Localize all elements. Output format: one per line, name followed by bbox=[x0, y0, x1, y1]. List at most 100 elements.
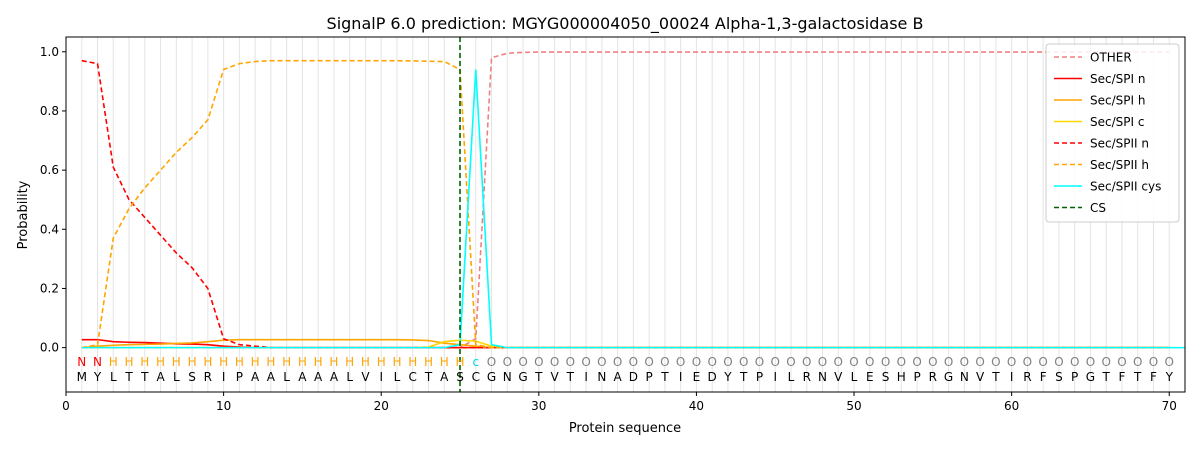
region-label: H bbox=[219, 355, 228, 369]
x-axis-label: Protein sequence bbox=[569, 421, 681, 436]
residue-label: V bbox=[550, 370, 559, 384]
y-tick-label: 0.6 bbox=[40, 163, 59, 177]
residue-label: P bbox=[913, 370, 920, 384]
region-label: O bbox=[707, 355, 716, 369]
residue-label: T bbox=[739, 370, 748, 384]
region-label: O bbox=[629, 355, 638, 369]
residue-label: A bbox=[330, 370, 339, 384]
residue-label: A bbox=[440, 370, 449, 384]
region-label: O bbox=[834, 355, 843, 369]
region-label: O bbox=[944, 355, 953, 369]
residue-label: R bbox=[1023, 370, 1031, 384]
region-label: O bbox=[597, 355, 606, 369]
residue-label: H bbox=[897, 370, 906, 384]
region-label: O bbox=[723, 355, 732, 369]
residue-label: P bbox=[236, 370, 243, 384]
residue-label: S bbox=[1055, 370, 1063, 384]
residue-label: T bbox=[424, 370, 433, 384]
residue-label: A bbox=[614, 370, 623, 384]
region-label: O bbox=[1086, 355, 1095, 369]
region-label: N bbox=[77, 355, 86, 369]
region-label: O bbox=[487, 355, 496, 369]
region-label: H bbox=[440, 355, 449, 369]
x-tick-label: 50 bbox=[846, 399, 861, 413]
region-label: H bbox=[109, 355, 118, 369]
region-label: O bbox=[503, 355, 512, 369]
x-axis-ticks: 0 10 20 30 40 50 60 70 bbox=[62, 392, 1177, 413]
y-axis-label: Probability bbox=[16, 180, 31, 249]
y-tick-label: 0.4 bbox=[40, 222, 59, 236]
residue-label: P bbox=[1071, 370, 1078, 384]
region-label: H bbox=[282, 355, 291, 369]
region-label: H bbox=[424, 355, 433, 369]
region-label: O bbox=[613, 355, 622, 369]
y-tick-label: 1.0 bbox=[40, 45, 59, 59]
x-tick-label: 20 bbox=[374, 399, 389, 413]
residue-label: Y bbox=[1165, 370, 1174, 384]
residue-label: N bbox=[597, 370, 606, 384]
y-tick-label: 0.8 bbox=[40, 104, 59, 118]
residue-label: N bbox=[960, 370, 969, 384]
residue-label: L bbox=[394, 370, 401, 384]
residue-label: L bbox=[346, 370, 353, 384]
region-label: O bbox=[991, 355, 1000, 369]
region-label: O bbox=[660, 355, 669, 369]
residue-label: G bbox=[1086, 370, 1095, 384]
legend: OTHER Sec/SPI n Sec/SPI h Sec/SPI c Sec/SPII… bbox=[1045, 43, 1180, 223]
region-label: H bbox=[377, 355, 386, 369]
region-label: O bbox=[534, 355, 543, 369]
x-tick-label: 40 bbox=[689, 399, 704, 413]
residue-label: D bbox=[629, 370, 638, 384]
region-label: O bbox=[1117, 355, 1126, 369]
region-label: O bbox=[975, 355, 984, 369]
region-label: H bbox=[172, 355, 181, 369]
legend-entry: Sec/SPII cys bbox=[1090, 180, 1161, 194]
residue-label: L bbox=[173, 370, 180, 384]
x-tick-label: 60 bbox=[1004, 399, 1019, 413]
plot-frame bbox=[65, 36, 1186, 393]
residue-label: L bbox=[788, 370, 795, 384]
region-label: H bbox=[125, 355, 134, 369]
residue-label: V bbox=[834, 370, 843, 384]
region-label: O bbox=[881, 355, 890, 369]
residue-label: V bbox=[976, 370, 985, 384]
residue-label: S bbox=[456, 370, 464, 384]
y-tick-label: 0.2 bbox=[40, 281, 59, 295]
residue-label: M bbox=[77, 370, 87, 384]
residue-label: T bbox=[534, 370, 543, 384]
series-line-sec-spii-n bbox=[81, 59, 1170, 349]
region-label: O bbox=[1165, 355, 1174, 369]
residue-label: T bbox=[660, 370, 669, 384]
region-label: O bbox=[928, 355, 937, 369]
region-label: O bbox=[770, 355, 779, 369]
region-label: H bbox=[345, 355, 354, 369]
region-label: c bbox=[472, 355, 479, 369]
residue-label: C bbox=[409, 370, 417, 384]
region-label: H bbox=[455, 355, 464, 369]
residue-label: R bbox=[204, 370, 212, 384]
y-axis-ticks: 0.0 0.2 0.4 0.6 0.8 1.0 bbox=[40, 45, 66, 355]
region-label: H bbox=[329, 355, 338, 369]
residue-label: S bbox=[882, 370, 890, 384]
legend-entry: CS bbox=[1090, 201, 1106, 215]
region-label: O bbox=[786, 355, 795, 369]
residue-label: T bbox=[566, 370, 575, 384]
residue-label: A bbox=[314, 370, 323, 384]
series-line-sec-spi-n bbox=[81, 338, 1170, 349]
series-layer bbox=[81, 51, 1185, 349]
region-label: O bbox=[818, 355, 827, 369]
residue-label: V bbox=[361, 370, 370, 384]
region-label: O bbox=[692, 355, 701, 369]
region-label: O bbox=[802, 355, 811, 369]
residue-label: I bbox=[379, 370, 383, 384]
residue-label: A bbox=[298, 370, 307, 384]
residue-label: C bbox=[472, 370, 480, 384]
region-label: H bbox=[251, 355, 260, 369]
sequence-layer: NMNYHLHTHTHAHLHSHRHIHPHAHAHLHAHAHAHLHVHI… bbox=[77, 355, 1174, 384]
series-line-sec-spi-h bbox=[81, 338, 1170, 349]
legend-entry: Sec/SPI c bbox=[1090, 115, 1144, 129]
region-label: H bbox=[235, 355, 244, 369]
residue-label: L bbox=[110, 370, 117, 384]
legend-entry: Sec/SPI h bbox=[1090, 94, 1145, 108]
